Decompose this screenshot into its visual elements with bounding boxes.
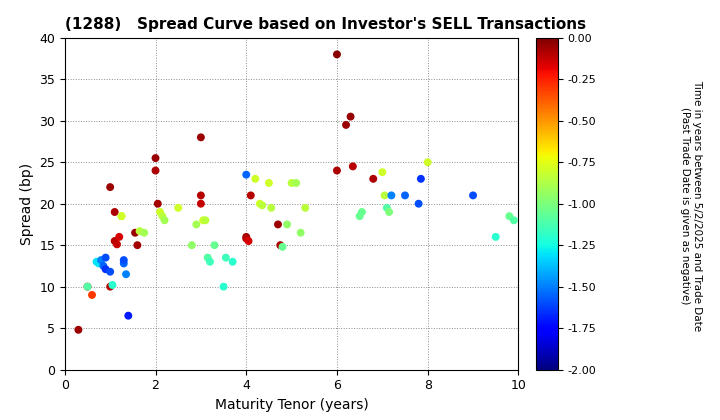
Point xyxy=(240,235,252,242)
Point xyxy=(173,205,184,211)
Point xyxy=(195,134,207,141)
Point xyxy=(118,260,130,267)
Point xyxy=(331,51,343,58)
Text: Time in years between 5/2/2025 and Trade Date
(Past Trade Date is given as negat: Time in years between 5/2/2025 and Trade… xyxy=(680,80,702,331)
Point xyxy=(195,192,207,199)
Point xyxy=(399,192,410,199)
Point xyxy=(156,213,168,220)
Point xyxy=(276,244,288,250)
Point xyxy=(186,242,197,249)
Point xyxy=(120,271,132,278)
Point xyxy=(93,260,104,267)
Point xyxy=(132,242,143,249)
Point xyxy=(383,209,395,215)
Point xyxy=(467,192,479,199)
Point xyxy=(107,282,118,289)
Point xyxy=(150,167,161,174)
Point xyxy=(197,217,209,223)
Point xyxy=(386,192,397,199)
Point xyxy=(354,213,365,220)
Point xyxy=(381,205,392,211)
Point xyxy=(116,213,127,220)
Point xyxy=(256,202,268,209)
Point xyxy=(347,163,359,170)
Point xyxy=(116,213,127,220)
Point xyxy=(159,217,171,223)
Point xyxy=(150,155,161,161)
Point xyxy=(272,221,284,228)
Point xyxy=(379,192,390,199)
X-axis label: Maturity Tenor (years): Maturity Tenor (years) xyxy=(215,398,369,412)
Point xyxy=(104,283,116,290)
Point xyxy=(290,180,302,186)
Point xyxy=(282,221,293,228)
Point xyxy=(152,200,163,207)
Point xyxy=(73,326,84,333)
Point xyxy=(111,241,122,248)
Point xyxy=(422,159,433,165)
Point xyxy=(508,217,520,223)
Point xyxy=(243,238,254,244)
Point xyxy=(415,176,427,182)
Point xyxy=(240,171,252,178)
Point xyxy=(264,180,275,186)
Point xyxy=(109,238,120,244)
Point xyxy=(240,234,252,240)
Point xyxy=(356,209,368,215)
Point xyxy=(490,234,502,240)
Point xyxy=(295,229,307,236)
Point xyxy=(367,176,379,182)
Point xyxy=(217,283,229,290)
Point xyxy=(138,229,150,236)
Point xyxy=(122,312,134,319)
Point xyxy=(209,242,220,249)
Point xyxy=(274,242,286,249)
Point xyxy=(81,283,94,290)
Point xyxy=(377,169,388,176)
Point xyxy=(250,176,261,182)
Point xyxy=(100,254,112,261)
Point xyxy=(98,262,109,269)
Point xyxy=(100,266,112,273)
Point xyxy=(154,209,166,215)
Point xyxy=(286,180,297,186)
Point xyxy=(266,205,277,211)
Text: (1288)   Spread Curve based on Investor's SELL Transactions: (1288) Spread Curve based on Investor's … xyxy=(65,18,586,32)
Point xyxy=(202,254,213,261)
Point xyxy=(331,167,343,174)
Point xyxy=(245,192,256,199)
Point xyxy=(199,217,211,223)
Point xyxy=(341,121,352,128)
Point xyxy=(503,213,515,220)
Point xyxy=(204,258,216,265)
Point xyxy=(413,200,424,207)
Point xyxy=(195,200,207,207)
Point xyxy=(109,209,120,215)
Point xyxy=(114,234,125,240)
Point xyxy=(254,200,266,207)
Point xyxy=(220,254,232,261)
Point xyxy=(130,229,141,236)
Point xyxy=(104,268,116,275)
Point xyxy=(300,205,311,211)
Y-axis label: Spread (bp): Spread (bp) xyxy=(19,163,34,245)
Point xyxy=(86,291,98,298)
Point xyxy=(91,258,102,265)
Point xyxy=(95,257,107,263)
Point xyxy=(118,257,130,263)
Point xyxy=(227,258,238,265)
Point xyxy=(191,221,202,228)
Point xyxy=(104,184,116,190)
Point xyxy=(345,113,356,120)
Point xyxy=(81,283,94,290)
Point xyxy=(134,228,145,234)
